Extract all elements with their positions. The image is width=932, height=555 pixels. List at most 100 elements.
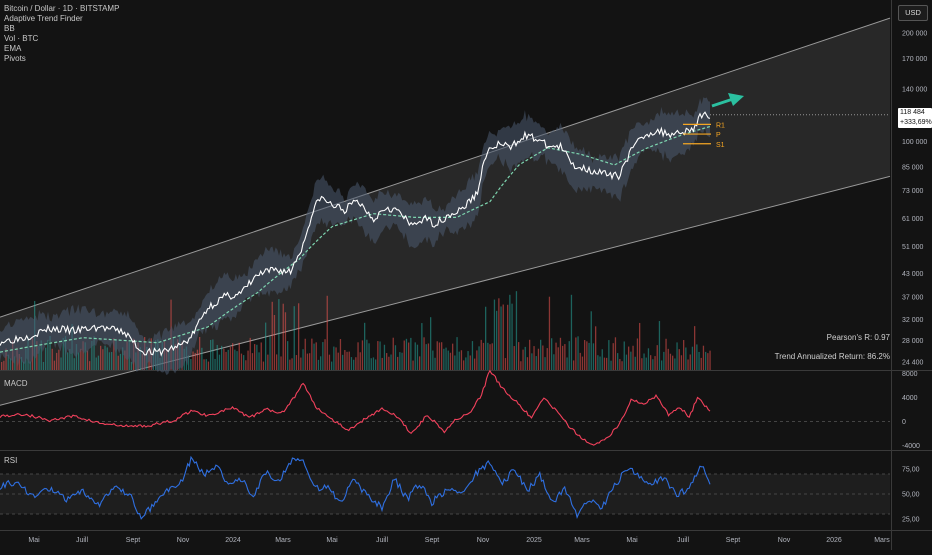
volume-bar — [617, 353, 619, 370]
volume-bar — [493, 299, 496, 370]
volume-bar — [260, 342, 262, 370]
pivot-label-s1: S1 — [716, 142, 725, 149]
volume-bar — [564, 344, 566, 370]
price-axis-label: 37 000 — [902, 294, 924, 301]
volume-bar — [291, 358, 293, 370]
price-axis-label: 51 000 — [902, 244, 924, 251]
volume-bar — [311, 338, 313, 370]
volume-bar — [445, 347, 447, 370]
volume-bar — [683, 340, 685, 370]
volume-bar — [47, 339, 49, 370]
volume-bar — [111, 351, 113, 370]
volume-bar — [317, 359, 320, 370]
volume-bar — [366, 339, 368, 370]
indicator-volume[interactable]: Vol · BTC — [4, 34, 39, 43]
volume-bar — [364, 322, 366, 370]
volume-bar — [544, 357, 546, 370]
volume-bar — [309, 353, 311, 370]
macd-title[interactable]: MACD — [4, 379, 28, 388]
volume-bar — [331, 361, 333, 370]
volume-bar — [454, 355, 456, 370]
price-line — [0, 111, 711, 357]
volume-bar — [67, 352, 69, 370]
pearson-stat: Pearson's R: 0.97 — [826, 333, 890, 342]
volume-bar — [335, 347, 337, 370]
volume-bar — [661, 360, 663, 370]
volume-bar — [240, 353, 243, 370]
volume-bar — [678, 349, 680, 370]
volume-bar — [69, 348, 71, 370]
volume-bar — [480, 339, 482, 370]
volume-bar — [49, 336, 51, 370]
rsi-line — [0, 455, 711, 520]
symbol-title[interactable]: Bitcoin / Dollar · 1D · BITSTAMP — [4, 4, 120, 13]
volume-bar — [575, 337, 577, 370]
currency-button[interactable]: USD — [898, 5, 928, 21]
volume-bar — [502, 304, 504, 370]
volume-bar — [636, 338, 639, 370]
volume-bar — [652, 359, 654, 370]
price-axis-label: 200 000 — [902, 31, 927, 38]
volume-bar — [229, 347, 232, 370]
indicator-adaptive-trend[interactable]: Adaptive Trend Finder — [4, 14, 83, 23]
volume-bar — [696, 344, 698, 370]
volume-bar — [621, 361, 623, 370]
volume-bar — [680, 355, 683, 370]
volume-bar — [42, 361, 45, 370]
volume-bar — [372, 357, 375, 370]
price-axis-label: 32 000 — [902, 317, 924, 324]
volume-bar — [256, 344, 258, 370]
volume-bar — [568, 341, 570, 370]
volume-bar — [302, 349, 304, 370]
indicator-bb[interactable]: BB — [4, 24, 15, 33]
volume-bar — [29, 361, 31, 370]
volume-bar — [469, 355, 471, 370]
volume-bar — [432, 350, 434, 370]
price-axis-label: 140 000 — [902, 86, 927, 93]
volume-bar — [504, 358, 507, 370]
volume-bar — [313, 343, 315, 370]
time-axis-label: 2025 — [526, 537, 542, 544]
volume-bar — [73, 358, 75, 370]
macd-line — [0, 369, 711, 446]
volume-bar — [548, 296, 551, 370]
volume-bar — [348, 351, 350, 370]
time-axis-label: Mars — [874, 537, 890, 544]
volume-bar — [700, 357, 702, 370]
indicator-pivots[interactable]: Pivots — [4, 54, 26, 63]
volume-bar — [379, 341, 381, 370]
volume-bar — [401, 352, 403, 370]
volume-bar — [482, 342, 485, 370]
volume-bar — [58, 349, 60, 370]
indicator-ema[interactable]: EMA — [4, 44, 22, 53]
volume-bar — [449, 352, 452, 370]
volume-bar — [632, 345, 634, 370]
volume-bar — [403, 340, 405, 370]
volume-bar — [579, 352, 581, 370]
volume-bar — [337, 352, 339, 370]
volume-bar — [350, 357, 353, 370]
volume-bar — [124, 350, 126, 370]
volume-bar — [5, 348, 7, 370]
volume-bar — [377, 341, 379, 370]
volume-bar — [342, 354, 344, 370]
volume-bar — [537, 348, 540, 370]
volume-bar — [599, 356, 601, 370]
volume-bar — [86, 350, 89, 370]
volume-bar — [368, 343, 370, 370]
volume-bar — [236, 351, 238, 370]
volume-bar — [333, 346, 335, 370]
volume-bar — [295, 355, 298, 370]
volume-bar — [608, 340, 610, 370]
volume-bar — [392, 337, 394, 370]
volume-bar — [258, 352, 260, 370]
volume-bar — [647, 348, 650, 370]
volume-bar — [108, 352, 111, 370]
volume-bar — [702, 345, 705, 370]
volume-bar — [672, 355, 674, 370]
rsi-axis-label: 75,00 — [902, 467, 920, 474]
volume-bar — [243, 355, 245, 370]
rsi-title[interactable]: RSI — [4, 456, 18, 465]
